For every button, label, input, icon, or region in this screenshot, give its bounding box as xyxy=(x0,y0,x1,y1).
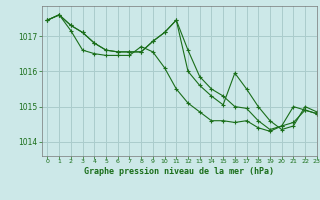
X-axis label: Graphe pression niveau de la mer (hPa): Graphe pression niveau de la mer (hPa) xyxy=(84,167,274,176)
